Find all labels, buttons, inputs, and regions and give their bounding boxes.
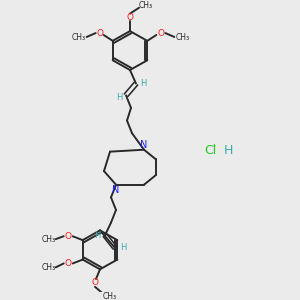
Text: CH₃: CH₃	[175, 33, 189, 42]
Text: N: N	[140, 140, 148, 150]
Text: CH₃: CH₃	[42, 263, 56, 272]
Text: O: O	[127, 13, 134, 22]
Text: H: H	[94, 231, 100, 240]
Text: CH₃: CH₃	[103, 292, 117, 300]
Text: H: H	[116, 93, 122, 102]
Text: Cl: Cl	[204, 144, 216, 157]
Text: O: O	[158, 28, 165, 38]
Text: O: O	[92, 278, 98, 287]
Text: CH₃: CH₃	[42, 235, 56, 244]
Text: CH₃: CH₃	[72, 33, 86, 42]
Text: H: H	[140, 79, 146, 88]
Text: N: N	[112, 184, 120, 195]
Text: O: O	[96, 28, 103, 38]
Text: H: H	[120, 243, 126, 252]
Text: CH₃: CH₃	[139, 1, 153, 10]
Text: O: O	[64, 232, 71, 241]
Text: O: O	[64, 259, 71, 268]
Text: H: H	[223, 144, 233, 157]
